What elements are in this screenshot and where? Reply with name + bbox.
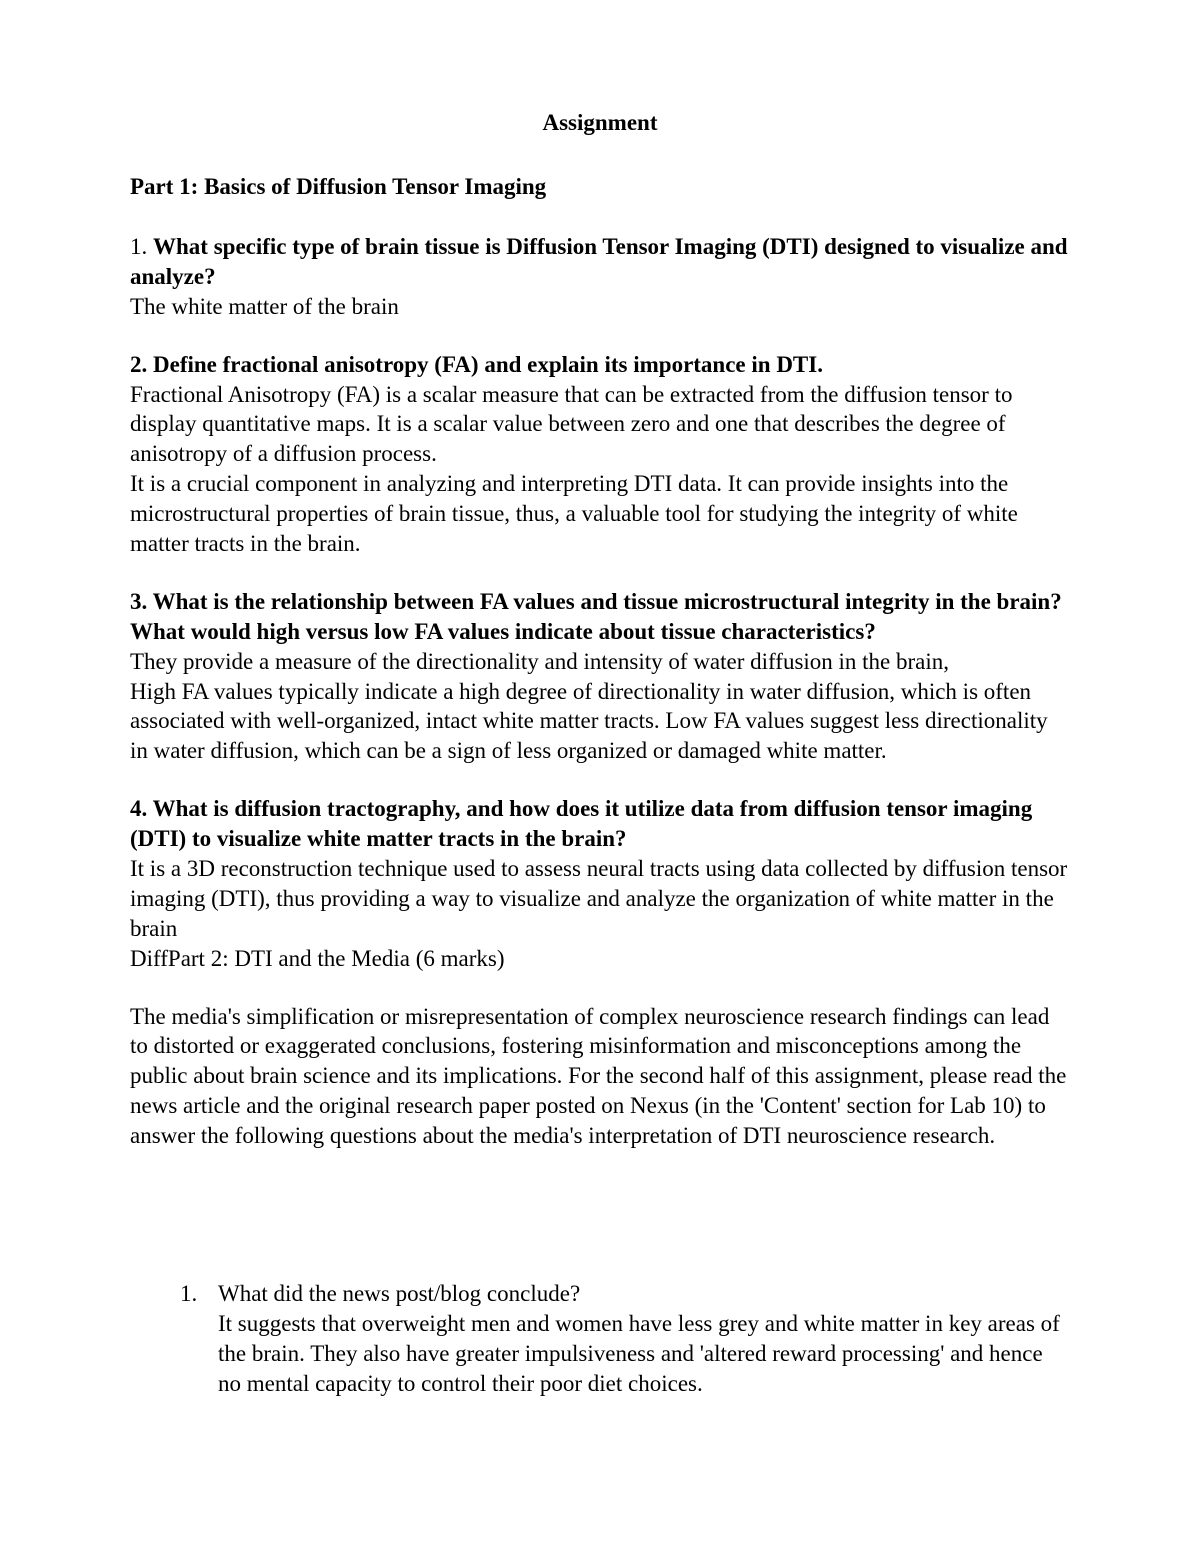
numbered-item-1: 1. What did the news post/blog conclude?… [130, 1279, 1070, 1399]
list-body: What did the news post/blog conclude? It… [218, 1279, 1070, 1399]
q2-answer-p1: Fractional Anisotropy (FA) is a scalar m… [130, 380, 1070, 470]
q1-answer: The white matter of the brain [130, 292, 1070, 322]
q4-answer-p2: DiffPart 2: DTI and the Media (6 marks) [130, 944, 1070, 974]
q1-number: 1. [130, 234, 153, 259]
question-4: 4. What is diffusion tractography, and h… [130, 794, 1070, 973]
q3-answer-p1: They provide a measure of the directiona… [130, 647, 1070, 677]
question-3: 3. What is the relationship between FA v… [130, 587, 1070, 766]
q3-answer-p2: High FA values typically indicate a high… [130, 677, 1070, 767]
q1-question: What specific type of brain tissue is Di… [130, 234, 1068, 289]
document-title: Assignment [130, 110, 1070, 136]
q4-answer-p1: It is a 3D reconstruction technique used… [130, 854, 1070, 944]
q2-answer-p2: It is a crucial component in analyzing a… [130, 469, 1070, 559]
list-number: 1. [180, 1279, 218, 1399]
q4-question: 4. What is diffusion tractography, and h… [130, 794, 1070, 854]
ol1-question: What did the news post/blog conclude? [218, 1279, 1070, 1309]
spacing-gap [130, 1179, 1070, 1279]
q3-question: 3. What is the relationship between FA v… [130, 587, 1070, 647]
ol1-answer: It suggests that overweight men and wome… [218, 1309, 1070, 1399]
q2-question: 2. Define fractional anisotropy (FA) and… [130, 350, 1070, 380]
question-1: 1. What specific type of brain tissue is… [130, 232, 1070, 322]
question-2: 2. Define fractional anisotropy (FA) and… [130, 350, 1070, 559]
q1-line: 1. What specific type of brain tissue is… [130, 232, 1070, 292]
part1-heading: Part 1: Basics of Diffusion Tensor Imagi… [130, 174, 1070, 200]
part2-intro-paragraph: The media's simplification or misreprese… [130, 1002, 1070, 1151]
document-page: Assignment Part 1: Basics of Diffusion T… [0, 0, 1200, 1553]
